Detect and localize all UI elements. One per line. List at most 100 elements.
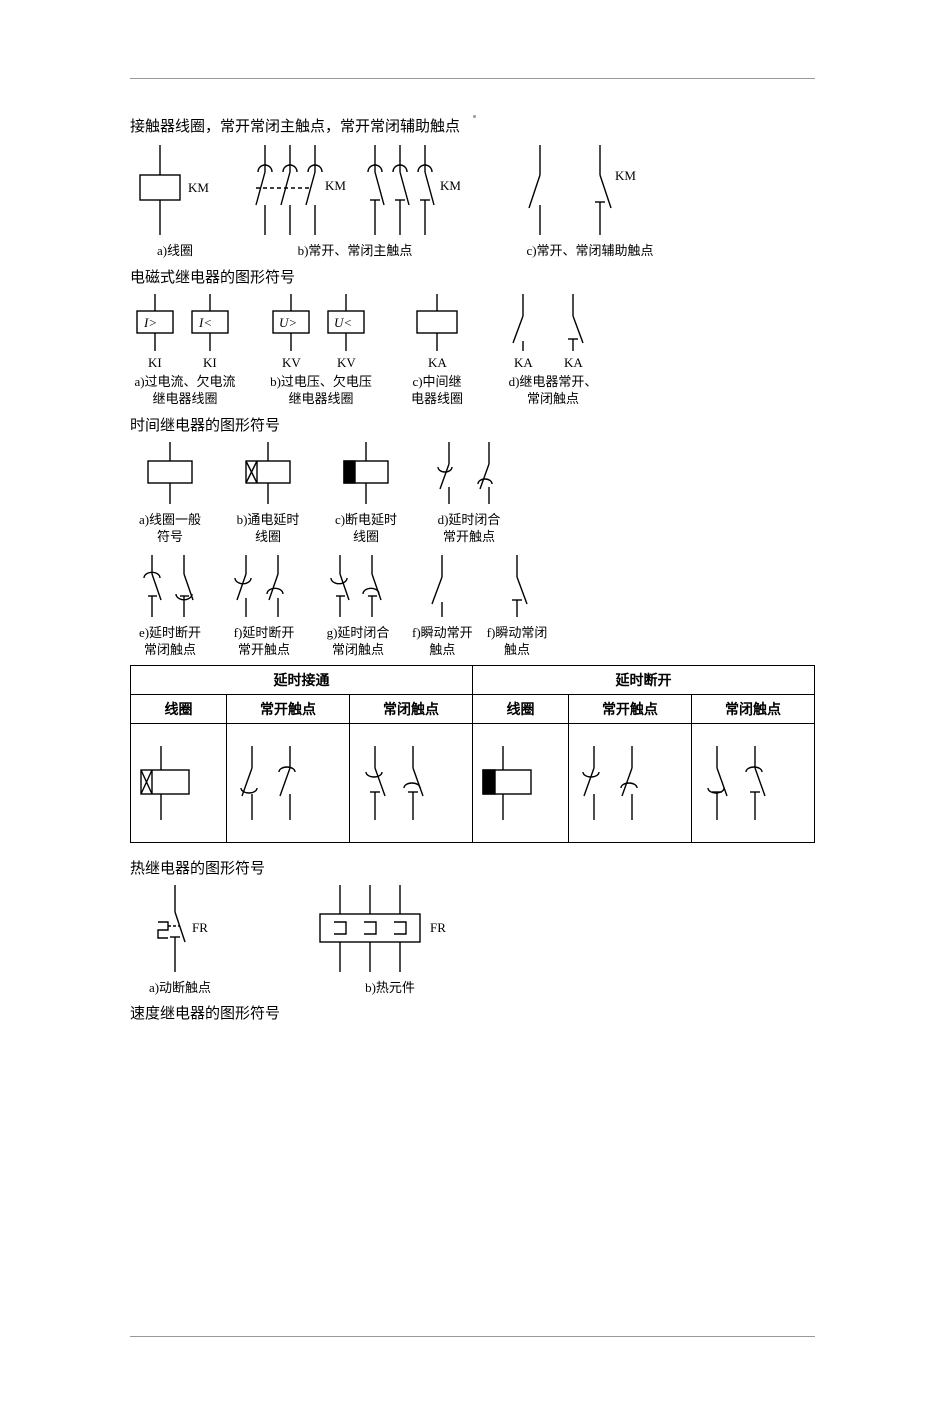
s3-d-cap: d)延时闭合 常开触点 (438, 511, 501, 546)
s3-c-cap: c)断电延时 线圈 (335, 511, 397, 546)
igreater-label: I> (143, 315, 157, 330)
s3-g-cap: g)延时闭合 常闭触点 (327, 624, 390, 659)
s3-h: f)瞬动常开 触点 (412, 552, 473, 659)
time-coil-ondelay-icon (228, 439, 308, 509)
fr-label: FR (430, 920, 446, 935)
ki-label: KI (203, 355, 217, 370)
main-contacts-icon: KM KM (250, 140, 460, 240)
instant-no-icon (412, 552, 472, 622)
s2-d: KA KA d)继电器常开、 常闭触点 (498, 291, 608, 408)
table-row: 延时接通 延时断开 (131, 665, 815, 694)
s2-c-cap: c)中间继 电器线圈 (411, 373, 463, 408)
kv-label: KV (337, 355, 356, 370)
s2-c: KA c)中间继 电器线圈 (402, 291, 472, 408)
nc-ondelay-icon (350, 738, 440, 828)
s3-h-cap: f)瞬动常开 触点 (412, 624, 473, 659)
section3-title: 时间继电器的图形符号 (130, 414, 815, 435)
page: 接触器线圈，常开常闭主触点，常开常闭辅助触点 KM a)线圈 (0, 78, 945, 1415)
s3-d: d)延时闭合 常开触点 (424, 439, 514, 546)
uless-label: U< (334, 315, 352, 330)
s1-c: KM c)常开、常闭辅助触点 (515, 140, 665, 260)
s3-f: f)延时断开 常开触点 (224, 552, 304, 659)
s3-b: b)通电延时 线圈 (228, 439, 308, 546)
no-ondelay-icon (227, 738, 317, 828)
th-off: 延时断开 (472, 665, 814, 694)
s2-b-cap: b)过电压、欠电压 继电器线圈 (270, 373, 372, 408)
section1-row: KM a)线圈 (130, 140, 815, 260)
s3-i-cap: f)瞬动常闭 触点 (487, 624, 548, 659)
delay-close-nc-icon (318, 552, 398, 622)
page-top-dot (473, 115, 476, 118)
current-relay-coil-icon: I> I< KI KI (130, 291, 240, 371)
s1-b: KM KM b)常开、常闭主触点 (250, 140, 460, 260)
km-label: KM (188, 180, 209, 195)
ka-label: KA (564, 355, 583, 370)
delay-open-nc-icon (130, 552, 210, 622)
coil-ondelay-icon (131, 738, 201, 828)
voltage-relay-coil-icon: U> U< KV KV (266, 291, 376, 371)
section4-row: FR a)动断触点 FR b)热元件 (130, 882, 815, 997)
s3-g: g)延时闭合 常闭触点 (318, 552, 398, 659)
ki-label: KI (148, 355, 162, 370)
fr-label: FR (192, 920, 208, 935)
thermal-nc-icon: FR (130, 882, 230, 977)
time-coil-generic-icon (130, 439, 210, 509)
th: 线圈 (131, 694, 227, 723)
coil-offdelay-icon (473, 738, 543, 828)
s3-a: a)线圈一般 符号 (130, 439, 210, 546)
section5-title: 速度继电器的图形符号 (130, 1002, 815, 1023)
th: 线圈 (472, 694, 568, 723)
delay-open-no-icon (224, 552, 304, 622)
thermal-element-icon: FR (310, 882, 470, 977)
table-row (131, 723, 815, 842)
intermediate-relay-coil-icon: KA (402, 291, 472, 371)
coil-km-icon: KM (130, 140, 220, 240)
s3-f-cap: f)延时断开 常开触点 (234, 624, 295, 659)
th: 常闭触点 (691, 694, 814, 723)
s1-a-cap: a)线圈 (157, 242, 193, 260)
section3-row2: e)延时断开 常闭触点 f)延时断开 常开触点 g)延时闭合 常闭触点 f)瞬动… (130, 552, 815, 659)
s3-i: f)瞬动常闭 触点 (487, 552, 548, 659)
km-label: KM (440, 178, 460, 193)
s1-a: KM a)线圈 (130, 140, 220, 260)
s3-e: e)延时断开 常闭触点 (130, 552, 210, 659)
cell-coil-off (472, 723, 568, 842)
s4-a: FR a)动断触点 (130, 882, 230, 997)
s1-b-cap: b)常开、常闭主触点 (298, 242, 413, 260)
s3-c: c)断电延时 线圈 (326, 439, 406, 546)
ka-label: KA (514, 355, 533, 370)
th: 常闭触点 (349, 694, 472, 723)
iless-label: I< (198, 315, 212, 330)
content: 接触器线圈，常开常闭主触点，常开常闭辅助触点 KM a)线圈 (130, 79, 815, 1023)
cell-nc-off (691, 723, 814, 842)
section4-title: 热继电器的图形符号 (130, 857, 815, 878)
s3-a-cap: a)线圈一般 符号 (139, 511, 201, 546)
aux-contacts-icon: KM (515, 140, 665, 240)
s1-c-cap: c)常开、常闭辅助触点 (526, 242, 653, 260)
km-label: KM (615, 168, 636, 183)
th-on: 延时接通 (131, 665, 473, 694)
s2-a: I> I< KI KI a)过电流、欠电流 继电器线圈 (130, 291, 240, 408)
cell-no-off (568, 723, 691, 842)
nc-offdelay-icon (692, 738, 782, 828)
s2-b: U> U< KV KV b)过电压、欠电压 继电器线圈 (266, 291, 376, 408)
s3-b-cap: b)通电延时 线圈 (237, 511, 300, 546)
ka-label: KA (428, 355, 447, 370)
cell-nc-on (349, 723, 472, 842)
s4-b-cap: b)热元件 (365, 979, 415, 997)
s3-e-cap: e)延时断开 常闭触点 (139, 624, 201, 659)
section2-title: 电磁式继电器的图形符号 (130, 266, 815, 287)
relay-contacts-icon: KA KA (498, 291, 608, 371)
s2-d-cap: d)继电器常开、 常闭触点 (509, 373, 598, 408)
s2-a-cap: a)过电流、欠电流 继电器线圈 (134, 373, 235, 408)
th: 常开触点 (226, 694, 349, 723)
s4-b: FR b)热元件 (310, 882, 470, 997)
cell-coil-on (131, 723, 227, 842)
delay-close-no-icon (424, 439, 514, 509)
kv-label: KV (282, 355, 301, 370)
section3-row1: a)线圈一般 符号 b)通电延时 线圈 c)断电延时 线圈 d)延时闭合 常开触… (130, 439, 815, 546)
s4-a-cap: a)动断触点 (149, 979, 211, 997)
no-offdelay-icon (569, 738, 659, 828)
th: 常开触点 (568, 694, 691, 723)
ugreater-label: U> (279, 315, 297, 330)
